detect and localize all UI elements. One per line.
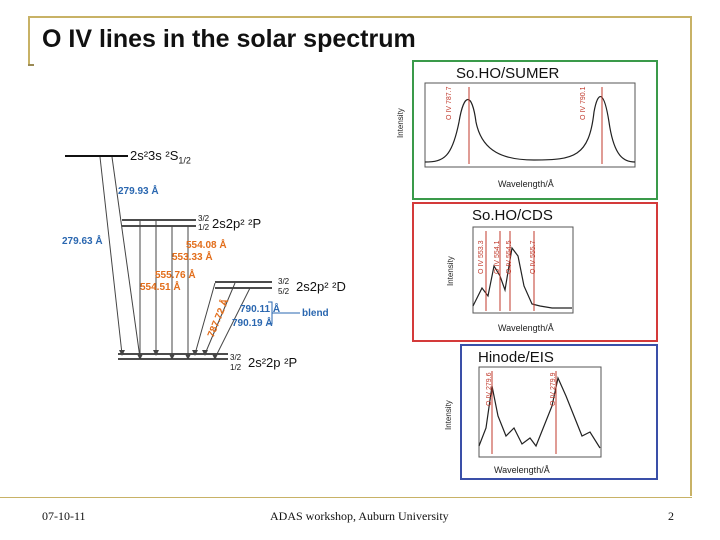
arrow-79011 xyxy=(204,282,236,355)
eis-peak-label-2: O IV 279.9 xyxy=(550,372,557,406)
label-55408: 554.08 Å xyxy=(186,240,227,251)
arrowhead xyxy=(202,350,208,356)
arrow-27963 xyxy=(99,156,123,355)
cds-ylabel: Intensity xyxy=(446,256,455,286)
sumer-panel-title: So.HO/SUMER xyxy=(456,65,560,82)
level-middle-label: 2s2p² ²P xyxy=(212,216,262,231)
eis-panel-title: Hinode/EIS xyxy=(478,349,554,366)
eis-peak-label-1: O IV 279.6 xyxy=(486,372,493,406)
arrowhead xyxy=(212,354,218,360)
arrowhead xyxy=(185,354,191,360)
arrow-78772 xyxy=(194,282,216,355)
sumer-panel: So.HO/SUMER O IV 787.7 O IV 790.1 Wavele… xyxy=(412,60,658,200)
level-middle-j-bottom: 1/2 xyxy=(198,223,210,232)
title-accent xyxy=(28,64,34,66)
eis-panel: Hinode/EIS O IV 279.6 O IV 279.9 xyxy=(460,344,658,480)
label-blend: blend xyxy=(302,308,329,319)
slide-frame-left xyxy=(28,16,30,66)
label-27963: 279.63 Å xyxy=(62,236,103,247)
slide-frame-right xyxy=(690,16,692,496)
cds-panel-title: So.HO/CDS xyxy=(472,207,553,224)
eis-ylabel: Intensity xyxy=(444,400,453,430)
sumer-ylabel: Intensity xyxy=(396,108,405,138)
arrowhead xyxy=(169,354,175,360)
sumer-curve xyxy=(424,96,636,163)
sumer-xlabel: Wavelength/Å xyxy=(498,179,554,189)
cds-peak-label-4: O IV 555.7 xyxy=(530,240,537,274)
slide-frame-bottom xyxy=(0,497,692,498)
level-middle-j-top: 3/2 xyxy=(198,214,210,223)
cds-curve xyxy=(472,246,572,309)
level-d-j-top: 3/2 xyxy=(278,277,290,286)
arrowhead xyxy=(153,350,159,356)
label-55576: 555.76 Å xyxy=(155,270,196,281)
arrowhead xyxy=(137,354,143,360)
cds-xlabel: Wavelength/Å xyxy=(498,323,554,333)
page-number: 2 xyxy=(668,509,674,523)
arrow-27993 xyxy=(111,156,141,359)
slide-frame-top xyxy=(28,16,692,18)
energy-level-diagram xyxy=(65,155,300,360)
cds-peak-label-2: O IV 554.1 xyxy=(494,240,501,274)
label-79019: 790.19 Å xyxy=(232,318,273,329)
footer-center: ADAS workshop, Auburn University xyxy=(270,509,449,523)
sumer-peak-label-1: O IV 787.7 xyxy=(446,86,453,120)
level-ground-j-bottom: 1/2 xyxy=(230,363,242,372)
arrow-79019 xyxy=(214,287,251,359)
eis-xlabel: Wavelength/Å xyxy=(494,465,550,475)
cds-peak-label-1: O IV 553.3 xyxy=(478,240,485,274)
label-55451: 554.51 Å xyxy=(140,282,181,293)
sumer-spectrum xyxy=(424,82,636,168)
label-79011: 790.11 Å xyxy=(240,304,281,315)
level-upper-label: 2s²3s ²S1/2 xyxy=(130,148,191,166)
level-d-label: 2s2p² ²D xyxy=(296,279,346,294)
sumer-peak-label-2: O IV 790.1 xyxy=(580,86,587,120)
slide-title: O IV lines in the solar spectrum xyxy=(42,25,416,53)
eis-spectrum xyxy=(478,366,602,458)
eis-curve xyxy=(478,376,601,449)
cds-panel: So.HO/CDS O IV 553.3 O IV 554.1 O IV 554… xyxy=(412,202,658,342)
level-ground-label: 2s²2p ²P xyxy=(248,355,298,370)
label-27993: 279.93 Å xyxy=(118,186,159,197)
footer-date: 07-10-11 xyxy=(42,509,86,523)
cds-peak-label-3: O IV 554.5 xyxy=(506,240,513,274)
arrowhead xyxy=(119,350,125,356)
level-d-j-bottom: 5/2 xyxy=(278,287,290,296)
level-ground-j-top: 3/2 xyxy=(230,353,242,362)
cds-spectrum xyxy=(472,226,574,314)
arrowhead xyxy=(192,350,198,356)
label-55333: 553.33 Å xyxy=(172,252,213,263)
